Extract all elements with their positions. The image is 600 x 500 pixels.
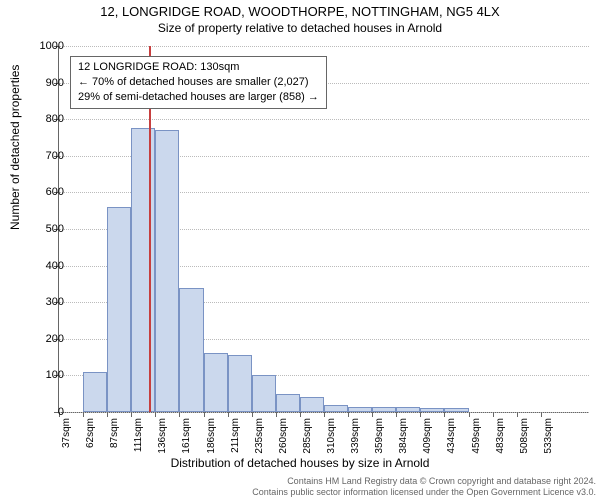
- xtick-mark: [131, 412, 132, 417]
- bar: [348, 407, 372, 412]
- bar: [276, 394, 300, 412]
- ytick-label: 100: [24, 369, 64, 381]
- xtick-label: 260sqm: [278, 418, 289, 454]
- bar: [300, 397, 324, 412]
- xtick-mark: [469, 412, 470, 417]
- xtick-label: 533sqm: [543, 418, 554, 454]
- xtick-label: 409sqm: [422, 418, 433, 454]
- xtick-mark: [517, 412, 518, 417]
- xtick-label: 285sqm: [302, 418, 313, 454]
- xtick-label: 37sqm: [61, 418, 72, 448]
- bar: [131, 128, 155, 412]
- xtick-mark: [372, 412, 373, 417]
- bar: [179, 288, 203, 412]
- bar: [420, 408, 444, 412]
- xtick-mark: [228, 412, 229, 417]
- bar: [324, 405, 348, 412]
- y-axis-label: Number of detached properties: [8, 65, 22, 230]
- footer: Contains HM Land Registry data © Crown c…: [252, 476, 596, 498]
- bar: [396, 407, 420, 412]
- bar: [155, 130, 179, 412]
- ytick-label: 400: [24, 260, 64, 272]
- bar: [252, 375, 276, 412]
- footer-line-1: Contains HM Land Registry data © Crown c…: [252, 476, 596, 487]
- info-line-1: 12 LONGRIDGE ROAD: 130sqm: [78, 60, 319, 75]
- xtick-mark: [493, 412, 494, 417]
- xtick-label: 87sqm: [109, 418, 120, 448]
- xtick-label: 111sqm: [133, 418, 144, 452]
- xtick-mark: [179, 412, 180, 417]
- xtick-mark: [83, 412, 84, 417]
- info-box: 12 LONGRIDGE ROAD: 130sqm ← 70% of detac…: [70, 56, 327, 109]
- x-axis-label: Distribution of detached houses by size …: [0, 456, 600, 470]
- gridline: [59, 46, 589, 47]
- ytick-label: 900: [24, 77, 64, 89]
- ytick-label: 500: [24, 223, 64, 235]
- gridline: [59, 119, 589, 120]
- ytick-label: 1000: [24, 40, 64, 52]
- xtick-mark: [300, 412, 301, 417]
- xtick-label: 62sqm: [85, 418, 96, 448]
- xtick-mark: [396, 412, 397, 417]
- bar: [83, 372, 107, 412]
- xtick-mark: [324, 412, 325, 417]
- xtick-label: 483sqm: [495, 418, 506, 454]
- xtick-label: 384sqm: [398, 418, 409, 454]
- bar: [372, 407, 396, 412]
- xtick-label: 359sqm: [374, 418, 385, 454]
- xtick-mark: [541, 412, 542, 417]
- bar: [204, 353, 228, 412]
- xtick-label: 186sqm: [206, 418, 217, 454]
- bar: [228, 355, 252, 412]
- xtick-mark: [252, 412, 253, 417]
- footer-line-2: Contains public sector information licen…: [252, 487, 596, 498]
- bar: [444, 408, 468, 412]
- ytick-label: 200: [24, 333, 64, 345]
- xtick-label: 161sqm: [181, 418, 192, 454]
- xtick-mark: [348, 412, 349, 417]
- xtick-label: 310sqm: [326, 418, 337, 454]
- chart-title: 12, LONGRIDGE ROAD, WOODTHORPE, NOTTINGH…: [0, 4, 600, 19]
- info-line-3: 29% of semi-detached houses are larger (…: [78, 90, 319, 105]
- xtick-label: 508sqm: [519, 418, 530, 454]
- xtick-mark: [276, 412, 277, 417]
- info-line-2: ← 70% of detached houses are smaller (2,…: [78, 75, 319, 90]
- ytick-label: 800: [24, 113, 64, 125]
- xtick-mark: [420, 412, 421, 417]
- xtick-label: 339sqm: [350, 418, 361, 454]
- xtick-label: 235sqm: [254, 418, 265, 454]
- ytick-label: 700: [24, 150, 64, 162]
- xtick-label: 136sqm: [157, 418, 168, 454]
- chart-subtitle: Size of property relative to detached ho…: [0, 21, 600, 35]
- ytick-label: 300: [24, 296, 64, 308]
- bar: [107, 207, 131, 412]
- xtick-mark: [107, 412, 108, 417]
- xtick-mark: [204, 412, 205, 417]
- ytick-label: 600: [24, 186, 64, 198]
- xtick-label: 434sqm: [446, 418, 457, 454]
- xtick-mark: [444, 412, 445, 417]
- ytick-label: 0: [24, 406, 64, 418]
- xtick-label: 211sqm: [230, 418, 241, 453]
- xtick-label: 459sqm: [471, 418, 482, 454]
- xtick-mark: [155, 412, 156, 417]
